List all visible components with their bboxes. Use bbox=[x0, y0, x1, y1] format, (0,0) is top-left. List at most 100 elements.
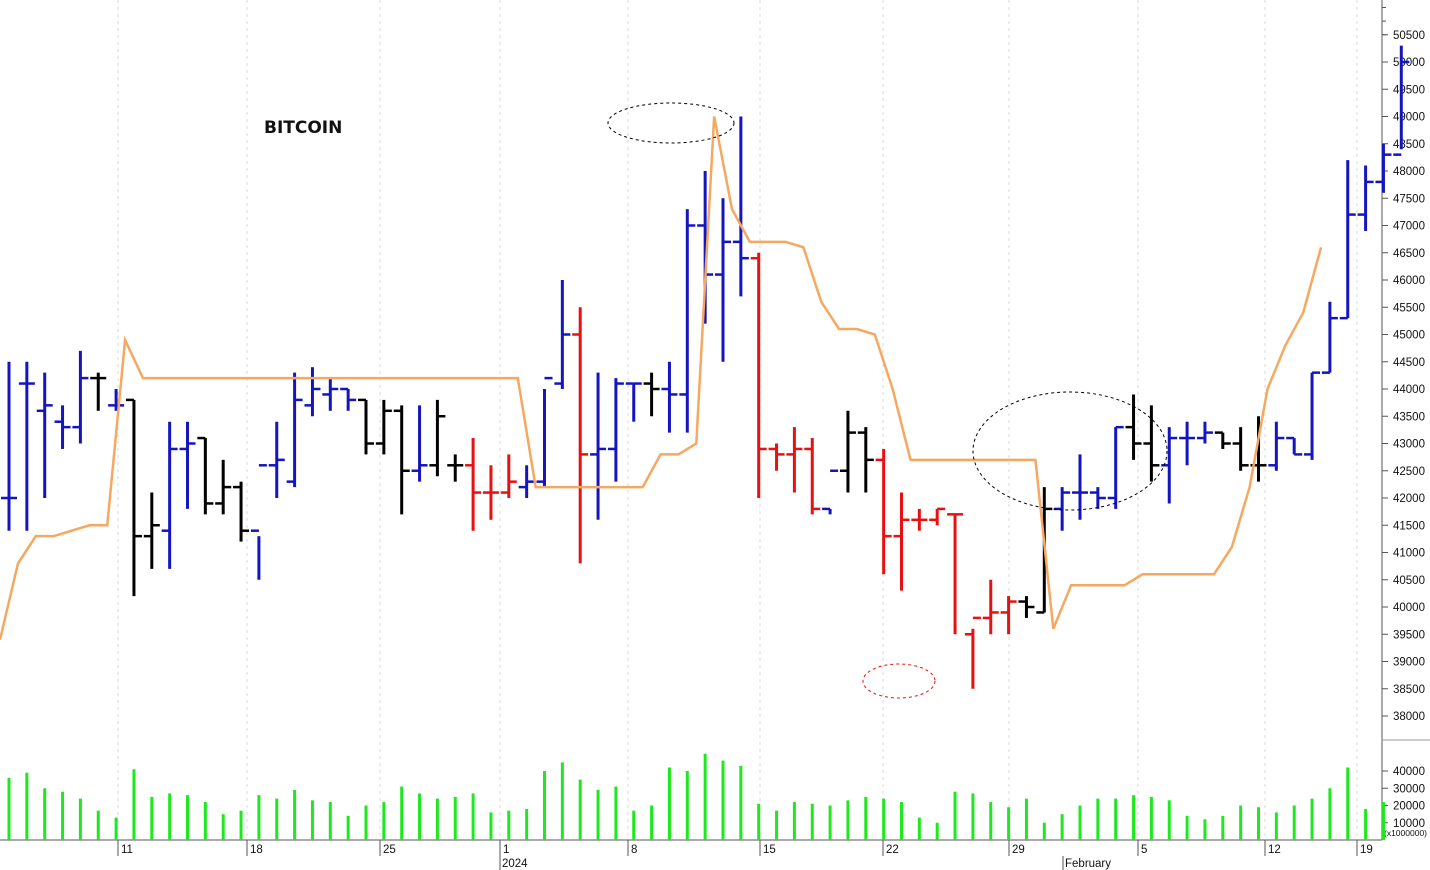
ohlc-bar bbox=[233, 481, 250, 542]
range-annotation-ellipse bbox=[972, 391, 1168, 511]
ohlc-bar bbox=[1018, 596, 1035, 618]
price-tick-label: 48000 bbox=[1393, 166, 1425, 178]
ohlc-bar bbox=[1, 361, 17, 531]
price-tick-label: 42500 bbox=[1393, 466, 1425, 478]
volume-bars bbox=[7, 753, 1385, 840]
price-tick-label: 47500 bbox=[1393, 193, 1425, 205]
price-tick-label: 41500 bbox=[1393, 520, 1425, 532]
ohlc-bar bbox=[947, 513, 964, 635]
ohlc-bar bbox=[340, 387, 357, 411]
ohlc-bar bbox=[857, 427, 874, 493]
x-tick-label: 19 bbox=[1360, 844, 1373, 856]
price-tick-label: 43500 bbox=[1393, 411, 1425, 423]
ohlc-bar bbox=[625, 382, 642, 422]
ohlc-bar bbox=[1125, 394, 1142, 460]
x-tick-label: 18 bbox=[250, 844, 263, 856]
ohlc-bar bbox=[161, 421, 178, 569]
ohlc-bar bbox=[72, 350, 89, 444]
x-sublabel: 2024 bbox=[502, 858, 528, 870]
price-tick-label: 41000 bbox=[1393, 548, 1425, 560]
x-tick-label: 5 bbox=[1141, 844, 1147, 856]
x-tick-label: 15 bbox=[763, 844, 776, 856]
ohlc-bar bbox=[429, 399, 446, 477]
ohlc-bar bbox=[179, 421, 196, 509]
ohlc-bar bbox=[911, 508, 928, 531]
volume-tick-label: 20000 bbox=[1393, 801, 1425, 813]
price-tick-label: 50500 bbox=[1393, 30, 1425, 42]
ohlc-bar bbox=[822, 469, 839, 515]
ohlc-bar bbox=[518, 465, 535, 498]
ohlc-bar bbox=[964, 616, 981, 689]
price-tick-label: 49000 bbox=[1393, 112, 1425, 124]
price-tick-label: 46000 bbox=[1393, 275, 1425, 287]
ohlc-bar bbox=[893, 492, 910, 591]
top-annotation-ellipse bbox=[607, 102, 735, 144]
price-tick-label: 45000 bbox=[1393, 330, 1425, 342]
ohlc-bar bbox=[768, 443, 785, 471]
price-tick-label: 38000 bbox=[1393, 711, 1425, 723]
ohlc-bar bbox=[1179, 421, 1196, 466]
volume-unit-label: (x1000000) bbox=[1384, 828, 1427, 838]
ohlc-bar bbox=[1339, 160, 1356, 320]
volume-tick-label: 10000 bbox=[1393, 818, 1425, 830]
ohlc-bar bbox=[18, 361, 35, 531]
ohlc-bar bbox=[1143, 405, 1160, 482]
ohlc-bar bbox=[1375, 143, 1392, 193]
ohlc-bar bbox=[536, 376, 553, 488]
price-axis-ticks: 38000 38500 39000 39500 40000 40500 41000 41500… bbox=[1382, 7, 1425, 723]
ohlc-bar bbox=[732, 116, 749, 297]
ohlc-bar bbox=[1161, 427, 1178, 504]
ohlc-bar bbox=[1214, 431, 1231, 449]
ohlc-bar bbox=[125, 398, 142, 597]
ohlc-bar bbox=[1054, 487, 1071, 531]
volume-axis-ticks: 10000 20000 30000 40000 bbox=[1382, 766, 1425, 830]
ohlc-bar bbox=[482, 465, 499, 520]
ohlc-bar bbox=[500, 454, 517, 498]
volume-tick-label: 30000 bbox=[1393, 783, 1425, 795]
chart-title: BITCOIN bbox=[264, 118, 342, 138]
price-tick-label: 44500 bbox=[1393, 357, 1425, 369]
price-tick-label: 39000 bbox=[1393, 657, 1425, 669]
ohlc-bar bbox=[554, 280, 571, 389]
ohlc-bar bbox=[661, 361, 678, 433]
ohlc-bar bbox=[286, 372, 303, 488]
ohlc-bar bbox=[715, 198, 731, 362]
ohlc-bar bbox=[1393, 45, 1410, 156]
price-tick-label: 39500 bbox=[1393, 629, 1425, 641]
price-tick-label: 38500 bbox=[1393, 684, 1425, 696]
ohlc-bar bbox=[197, 436, 214, 515]
ohlc-bar bbox=[929, 507, 946, 526]
ohlc-bar bbox=[90, 372, 107, 411]
ohlc-bar bbox=[1268, 421, 1285, 471]
ohlc-bar bbox=[1000, 596, 1017, 635]
ohlc-bar bbox=[1089, 487, 1106, 509]
x-tick-label: 29 bbox=[1012, 844, 1025, 856]
price-tick-label: 48500 bbox=[1393, 139, 1425, 151]
price-tick-label: 49500 bbox=[1393, 84, 1425, 96]
ohlc-bar bbox=[1321, 301, 1338, 374]
ohlc-bar bbox=[143, 492, 160, 569]
ohlc-bar bbox=[643, 372, 660, 417]
x-tick-label: 12 bbox=[1268, 844, 1281, 856]
ohlc-bar bbox=[590, 372, 607, 520]
ohlc-bar bbox=[268, 421, 285, 498]
ohlc-bar bbox=[804, 438, 821, 515]
ohlc-bar bbox=[215, 459, 232, 515]
ohlc-bar bbox=[572, 307, 589, 564]
ohlc-bar bbox=[358, 398, 374, 455]
x-tick-label: 8 bbox=[631, 844, 637, 856]
ohlc-bar bbox=[393, 405, 410, 515]
price-tick-label: 43000 bbox=[1393, 439, 1425, 451]
ohlc-bar bbox=[1304, 371, 1321, 460]
ohlc-bar bbox=[304, 367, 321, 417]
ohlc-bar bbox=[108, 389, 125, 411]
price-tick-label: 44000 bbox=[1393, 384, 1425, 396]
price-tick-label: 40500 bbox=[1393, 575, 1425, 587]
x-tick-label: 11 bbox=[121, 844, 133, 856]
ohlc-bar bbox=[1232, 427, 1249, 471]
ohlc-bar bbox=[1107, 425, 1124, 509]
ohlc-bar bbox=[1072, 454, 1088, 520]
price-tick-label: 45500 bbox=[1393, 302, 1425, 314]
